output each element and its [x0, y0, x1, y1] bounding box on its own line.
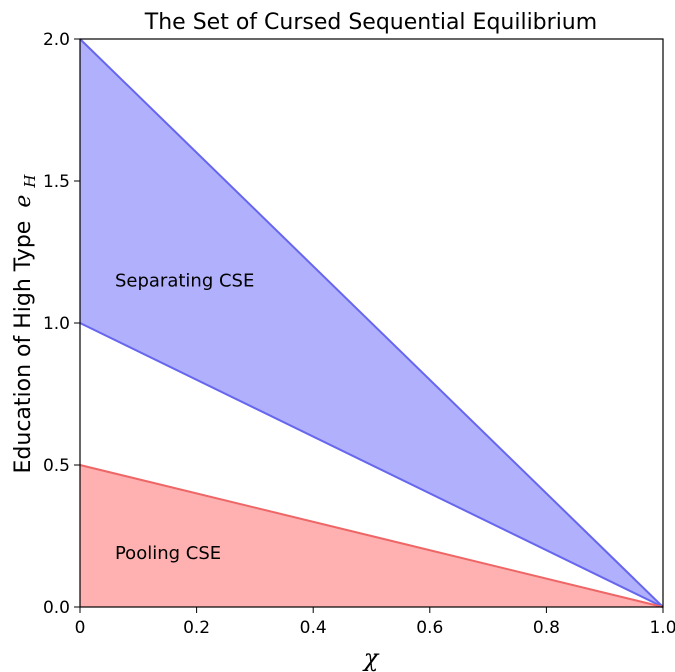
- separating-cse-lower-boundary: [79, 322, 664, 608]
- y-tick-label: 1.0: [43, 314, 70, 334]
- axes: 0 0.2 0.4 0.6 0.8 1.0 0.0 0.5 1.0 1.5 2.0: [43, 30, 675, 638]
- separating-cse-label: Separating CSE: [115, 270, 254, 291]
- separating-cse-upper-boundary: [79, 38, 664, 608]
- pooling-cse-upper-boundary: [79, 464, 664, 608]
- y-axis-label-text: Education of High Type: [11, 221, 36, 474]
- y-tick-label: 0.0: [43, 598, 70, 618]
- x-tick-label: 0: [75, 618, 86, 638]
- chart-title: The Set of Cursed Sequential Equilibrium: [144, 10, 597, 35]
- y-tick-label: 0.5: [43, 456, 70, 476]
- x-tick-label: 0.4: [300, 618, 327, 638]
- x-tick-label: 0.2: [183, 618, 210, 638]
- x-tick-label: 0.8: [533, 618, 560, 638]
- y-axis-label-symbol: e: [11, 195, 36, 208]
- pooling-cse-label: Pooling CSE: [115, 543, 221, 564]
- y-axis-label: Education of High Type e H: [11, 174, 39, 474]
- plot-area: Separating CSE Pooling CSE: [79, 38, 664, 608]
- x-tick-label: 0.6: [416, 618, 443, 638]
- y-tick-label: 1.5: [43, 172, 70, 192]
- x-tick-label: 1.0: [649, 618, 675, 638]
- y-tick-label: 2.0: [43, 30, 70, 50]
- y-axis-label-subscript: H: [21, 174, 39, 189]
- x-axis-label: χ: [362, 644, 380, 672]
